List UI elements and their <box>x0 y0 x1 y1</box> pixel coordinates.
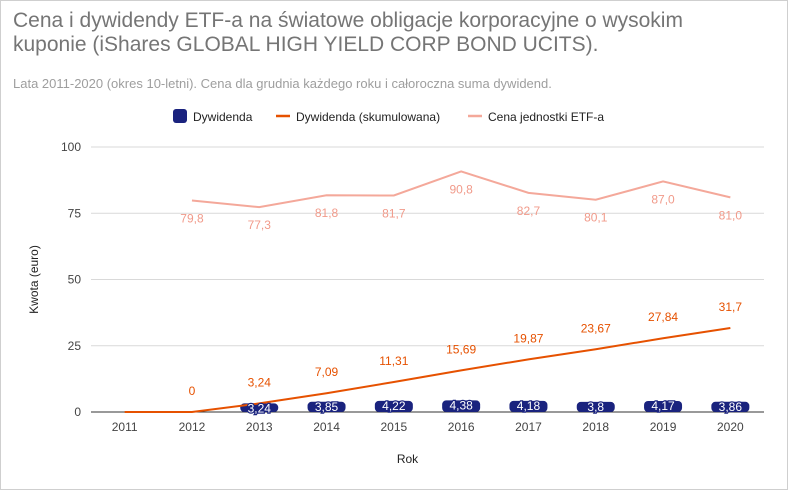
x-tick-label: 2013 <box>246 420 273 434</box>
cumulative-dividend-label: 23,67 <box>581 321 611 335</box>
x-tick-label: 2014 <box>313 420 340 434</box>
cumulative-dividend-label: 15,69 <box>446 342 476 356</box>
y-tick-label: 100 <box>61 140 81 154</box>
y-tick-label: 0 <box>74 405 81 419</box>
cumulative-dividend-label: 3,24 <box>248 375 272 389</box>
x-axis-title: Rok <box>397 452 419 466</box>
dividend-bar-label: 3,24 <box>248 401 272 415</box>
x-tick-label: 2015 <box>380 420 407 434</box>
cumulative-dividend-label: 31,7 <box>719 300 743 314</box>
dividend-bar <box>307 401 346 412</box>
grid <box>91 146 764 413</box>
legend-label: Dywidenda (skumulowana) <box>296 110 440 124</box>
cumulative-dividend-label: 7,09 <box>315 365 339 379</box>
cumulative-dividend-label: 11,31 <box>379 354 408 368</box>
price-label: 82,7 <box>517 204 541 218</box>
x-tick-label: 2019 <box>650 420 677 434</box>
dividend-bar <box>576 401 615 412</box>
cumulative-dividend-label: 19,87 <box>513 331 543 345</box>
price-label: 77,3 <box>248 218 272 232</box>
data-labels: 3,24 3,85 4,22 4,38 4,18 3,8 4,17 3,86 0 3,24 7,09… <box>180 182 743 416</box>
lines <box>124 170 731 413</box>
dividend-bar-label: 4,18 <box>517 399 541 413</box>
dividend-bar-label: 3,85 <box>315 400 339 414</box>
x-tick-label: 2011 <box>112 420 138 434</box>
price-label: 90,8 <box>449 182 473 196</box>
legend-label: Cena jednostki ETF-a <box>488 110 604 124</box>
price-label: 80,1 <box>584 211 608 225</box>
cumulative-dividend-line <box>124 327 731 413</box>
x-tick-label: 2016 <box>448 420 475 434</box>
dividend-bar <box>711 401 750 412</box>
price-label: 87,0 <box>651 192 675 206</box>
legend-swatch <box>173 109 187 123</box>
y-tick-label: 50 <box>68 273 82 287</box>
x-tick-label: 2012 <box>179 420 206 434</box>
dividend-bar <box>374 400 413 412</box>
x-tick-label: 2018 <box>582 420 609 434</box>
price-label: 81,0 <box>719 208 743 222</box>
price-label: 81,8 <box>315 206 339 220</box>
axes: 0 25 50 75 100 2011 2012 2013 2014 2015 2016 2017 20… <box>27 140 744 466</box>
price-label: 79,8 <box>180 212 204 226</box>
dividend-bar <box>509 400 548 412</box>
dividend-bar-label: 3,8 <box>587 400 604 414</box>
price-line <box>191 170 731 209</box>
y-axis-title: Kwota (euro) <box>27 245 41 314</box>
legend-label: Dywidenda <box>193 110 253 124</box>
dividend-bar-label: 4,38 <box>449 398 473 412</box>
dividend-bar-label: 4,22 <box>382 399 406 413</box>
cumulative-dividend-label: 27,84 <box>648 310 678 324</box>
dividend-bar <box>442 400 481 412</box>
chart-subtitle: Lata 2011-2020 (okres 10-letni). Cena dl… <box>13 76 552 91</box>
dividend-bar-label: 3,86 <box>719 400 743 414</box>
x-tick-label: 2020 <box>717 420 744 434</box>
cumulative-dividend-label: 0 <box>189 384 196 398</box>
dividend-bar-label: 4,17 <box>651 399 675 413</box>
y-tick-label: 75 <box>68 206 82 220</box>
dividend-bar <box>644 400 683 412</box>
chart-title: Cena i dywidendy ETF-a na światowe oblig… <box>13 9 683 56</box>
y-tick-label: 25 <box>68 339 82 353</box>
price-label: 81,7 <box>382 206 406 220</box>
x-tick-label: 2017 <box>515 420 542 434</box>
legend: Dywidenda Dywidenda (skumulowana) Cena jed… <box>173 109 604 124</box>
